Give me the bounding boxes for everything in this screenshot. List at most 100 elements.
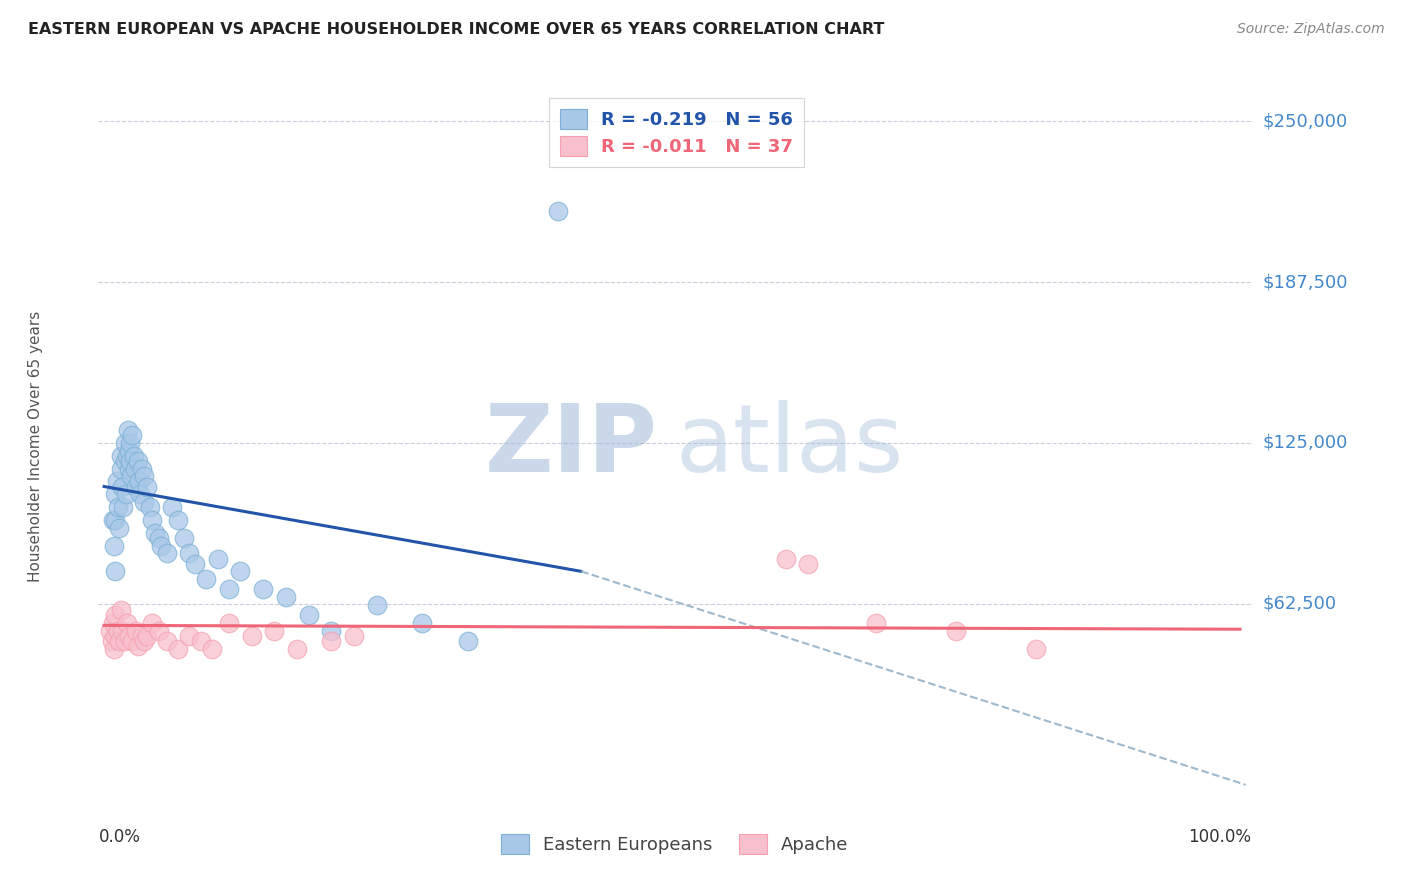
Point xyxy=(201,641,224,656)
Point xyxy=(132,633,155,648)
Point xyxy=(190,633,212,648)
Point xyxy=(110,461,132,475)
Point xyxy=(114,454,136,468)
Point xyxy=(103,513,125,527)
Point xyxy=(121,633,143,648)
Point xyxy=(98,624,121,638)
Point xyxy=(104,565,127,579)
Point xyxy=(797,557,820,571)
Point xyxy=(252,582,274,597)
Point xyxy=(120,454,142,468)
Point xyxy=(775,551,797,566)
Point xyxy=(285,641,308,656)
Point xyxy=(149,539,172,553)
Point xyxy=(111,479,134,493)
Point xyxy=(125,624,148,638)
Point xyxy=(162,500,184,514)
Point xyxy=(1025,641,1047,656)
Text: ZIP: ZIP xyxy=(485,400,658,492)
Point xyxy=(128,475,150,489)
Point xyxy=(297,608,319,623)
Point xyxy=(263,624,285,638)
Point xyxy=(112,500,135,514)
Point xyxy=(136,479,159,493)
Point xyxy=(321,633,343,648)
Point xyxy=(114,633,136,648)
Point xyxy=(129,487,152,501)
Point xyxy=(167,513,190,527)
Point xyxy=(132,495,155,509)
Point xyxy=(111,624,134,638)
Text: $125,000: $125,000 xyxy=(1263,434,1348,451)
Point xyxy=(321,624,343,638)
Point xyxy=(136,629,159,643)
Text: 100.0%: 100.0% xyxy=(1188,828,1251,846)
Point xyxy=(179,546,201,560)
Point xyxy=(547,204,569,219)
Point xyxy=(125,479,148,493)
Legend: Eastern Europeans, Apache: Eastern Europeans, Apache xyxy=(491,823,859,865)
Point xyxy=(207,551,229,566)
Point xyxy=(173,531,195,545)
Point xyxy=(108,633,131,648)
Point xyxy=(343,629,366,643)
Point xyxy=(110,603,132,617)
Point xyxy=(107,500,129,514)
Text: EASTERN EUROPEAN VS APACHE HOUSEHOLDER INCOME OVER 65 YEARS CORRELATION CHART: EASTERN EUROPEAN VS APACHE HOUSEHOLDER I… xyxy=(28,22,884,37)
Point xyxy=(131,629,153,643)
Point xyxy=(155,546,177,560)
Point xyxy=(167,641,190,656)
Point xyxy=(138,500,160,514)
Point xyxy=(141,615,163,630)
Point xyxy=(118,461,141,475)
Text: $187,500: $187,500 xyxy=(1263,273,1348,291)
Text: atlas: atlas xyxy=(675,400,903,492)
Text: $62,500: $62,500 xyxy=(1263,594,1337,613)
Point xyxy=(103,615,125,630)
Point xyxy=(141,513,163,527)
Point xyxy=(148,531,170,545)
Point xyxy=(122,449,145,463)
Point xyxy=(103,539,125,553)
Point xyxy=(148,624,170,638)
Point xyxy=(155,633,177,648)
Text: $250,000: $250,000 xyxy=(1263,112,1348,130)
Point xyxy=(865,615,887,630)
Text: 0.0%: 0.0% xyxy=(98,828,141,846)
Point xyxy=(274,590,297,604)
Point xyxy=(218,615,240,630)
Point xyxy=(366,598,388,612)
Point xyxy=(132,469,155,483)
Point xyxy=(457,633,479,648)
Point xyxy=(114,487,136,501)
Point xyxy=(104,629,127,643)
Point xyxy=(124,461,146,475)
Point xyxy=(105,475,128,489)
Point xyxy=(104,487,127,501)
Point xyxy=(104,608,127,623)
Point xyxy=(107,624,129,638)
Point xyxy=(229,565,252,579)
Point xyxy=(120,469,142,483)
Text: Source: ZipAtlas.com: Source: ZipAtlas.com xyxy=(1237,22,1385,37)
Point xyxy=(127,639,149,653)
Point xyxy=(114,435,136,450)
Point xyxy=(131,461,153,475)
Point xyxy=(184,557,207,571)
Point xyxy=(104,513,127,527)
Point xyxy=(195,572,218,586)
Point xyxy=(945,624,967,638)
Point xyxy=(115,449,138,463)
Point xyxy=(127,454,149,468)
Point xyxy=(117,423,139,437)
Point xyxy=(240,629,263,643)
Point xyxy=(103,641,125,656)
Point xyxy=(115,615,138,630)
Point xyxy=(118,629,141,643)
Point xyxy=(118,443,141,458)
Point xyxy=(121,428,143,442)
Point xyxy=(179,629,201,643)
Point xyxy=(120,435,142,450)
Point xyxy=(108,521,131,535)
Point xyxy=(110,449,132,463)
